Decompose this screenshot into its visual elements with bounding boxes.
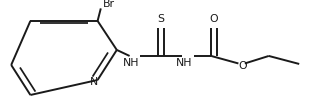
Text: S: S xyxy=(157,14,164,24)
Text: N: N xyxy=(90,77,99,87)
Text: O: O xyxy=(238,61,247,71)
Text: NH: NH xyxy=(123,58,140,68)
Text: NH: NH xyxy=(176,58,192,68)
Text: O: O xyxy=(210,14,218,24)
Text: Br: Br xyxy=(103,0,116,9)
